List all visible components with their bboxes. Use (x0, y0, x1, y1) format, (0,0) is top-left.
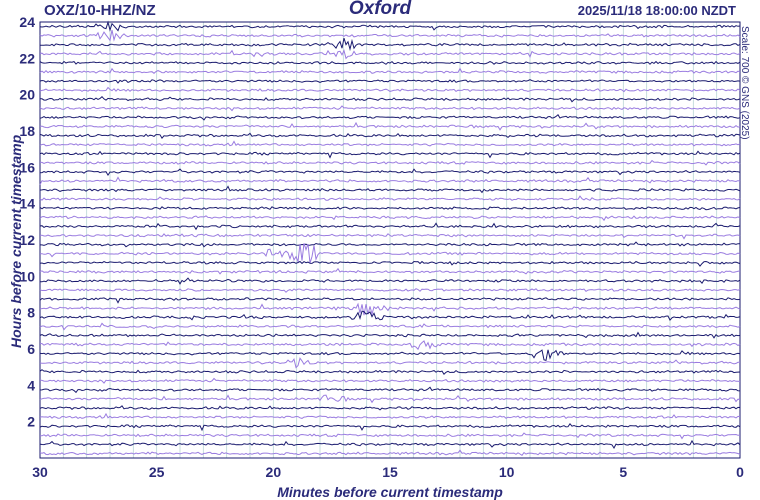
seismic-trace (39, 386, 741, 394)
y-tick-label: 12 (19, 232, 35, 248)
y-tick-label: 20 (19, 87, 35, 103)
x-tick-label: 5 (619, 464, 627, 480)
seismic-trace (39, 297, 741, 304)
seismic-trace (39, 222, 741, 231)
seismic-trace (39, 95, 741, 103)
seismic-trace (39, 233, 741, 240)
seismic-trace (39, 449, 741, 456)
y-tick-label: 18 (19, 123, 35, 139)
seismic-trace (39, 185, 741, 194)
seismic-trace (39, 288, 741, 293)
x-axis-label: Minutes before current timestamp (277, 484, 503, 500)
seismic-trace (39, 114, 741, 121)
seismic-trace (39, 277, 741, 285)
station-code: OXZ/10-HHZ/NZ (44, 2, 156, 19)
y-tick-label: 14 (19, 196, 35, 212)
seismic-trace (39, 322, 741, 331)
seismic-trace (39, 369, 741, 375)
seismic-trace (39, 60, 741, 65)
seismic-trace (39, 150, 741, 159)
x-tick-label: 25 (149, 464, 165, 480)
y-tick-label: 10 (19, 268, 35, 284)
x-tick-label: 10 (499, 464, 515, 480)
seismic-trace (39, 195, 741, 201)
y-tick-label: 22 (19, 50, 35, 66)
seismic-trace (39, 405, 741, 411)
seismic-trace (39, 394, 741, 404)
x-tick-label: 0 (736, 464, 744, 480)
y-tick-label: 4 (27, 377, 35, 393)
seismic-trace (39, 215, 741, 222)
chart-title: Oxford (348, 0, 412, 19)
seismic-trace (39, 260, 741, 267)
seismic-trace (40, 243, 741, 264)
y-tick-label: 2 (27, 414, 35, 430)
seismic-trace (39, 67, 741, 74)
seismic-trace (39, 49, 741, 60)
timestamp: 2025/11/18 18:00:00 NZDT (577, 3, 736, 18)
seismic-trace (39, 412, 741, 420)
seismic-trace (39, 79, 741, 84)
seismic-trace (40, 37, 741, 52)
seismic-trace (39, 377, 741, 384)
y-tick-label: 24 (19, 14, 35, 30)
seismic-trace (39, 20, 741, 32)
x-tick-label: 30 (32, 464, 48, 480)
x-tick-label: 20 (266, 464, 282, 480)
seismic-trace (39, 439, 741, 449)
seismic-trace (39, 432, 741, 440)
seismic-trace (39, 105, 741, 112)
y-tick-label: 8 (27, 305, 35, 321)
seismic-trace (39, 168, 741, 177)
seismic-trace (39, 331, 741, 339)
plot-frame (39, 21, 741, 459)
seismic-trace (39, 29, 741, 42)
seismic-trace (39, 302, 741, 317)
seismic-trace (39, 132, 741, 139)
y-axis-label: Hours before current timestamp (8, 134, 24, 348)
seismic-trace (39, 357, 741, 369)
seismic-trace (39, 267, 741, 275)
seismic-trace (39, 140, 741, 147)
seismic-trace (39, 422, 741, 432)
seismic-trace (39, 176, 741, 185)
seismic-trace (40, 241, 740, 248)
seismic-trace (39, 121, 741, 131)
x-tick-label: 15 (382, 464, 398, 480)
seismic-trace (39, 206, 741, 211)
y-tick-label: 16 (19, 159, 35, 175)
seismic-trace (39, 349, 741, 362)
y-tick-label: 6 (27, 341, 35, 357)
seismic-trace (40, 159, 741, 166)
seismic-trace (39, 310, 741, 321)
seismic-trace (39, 340, 741, 351)
seismic-trace (39, 86, 741, 93)
